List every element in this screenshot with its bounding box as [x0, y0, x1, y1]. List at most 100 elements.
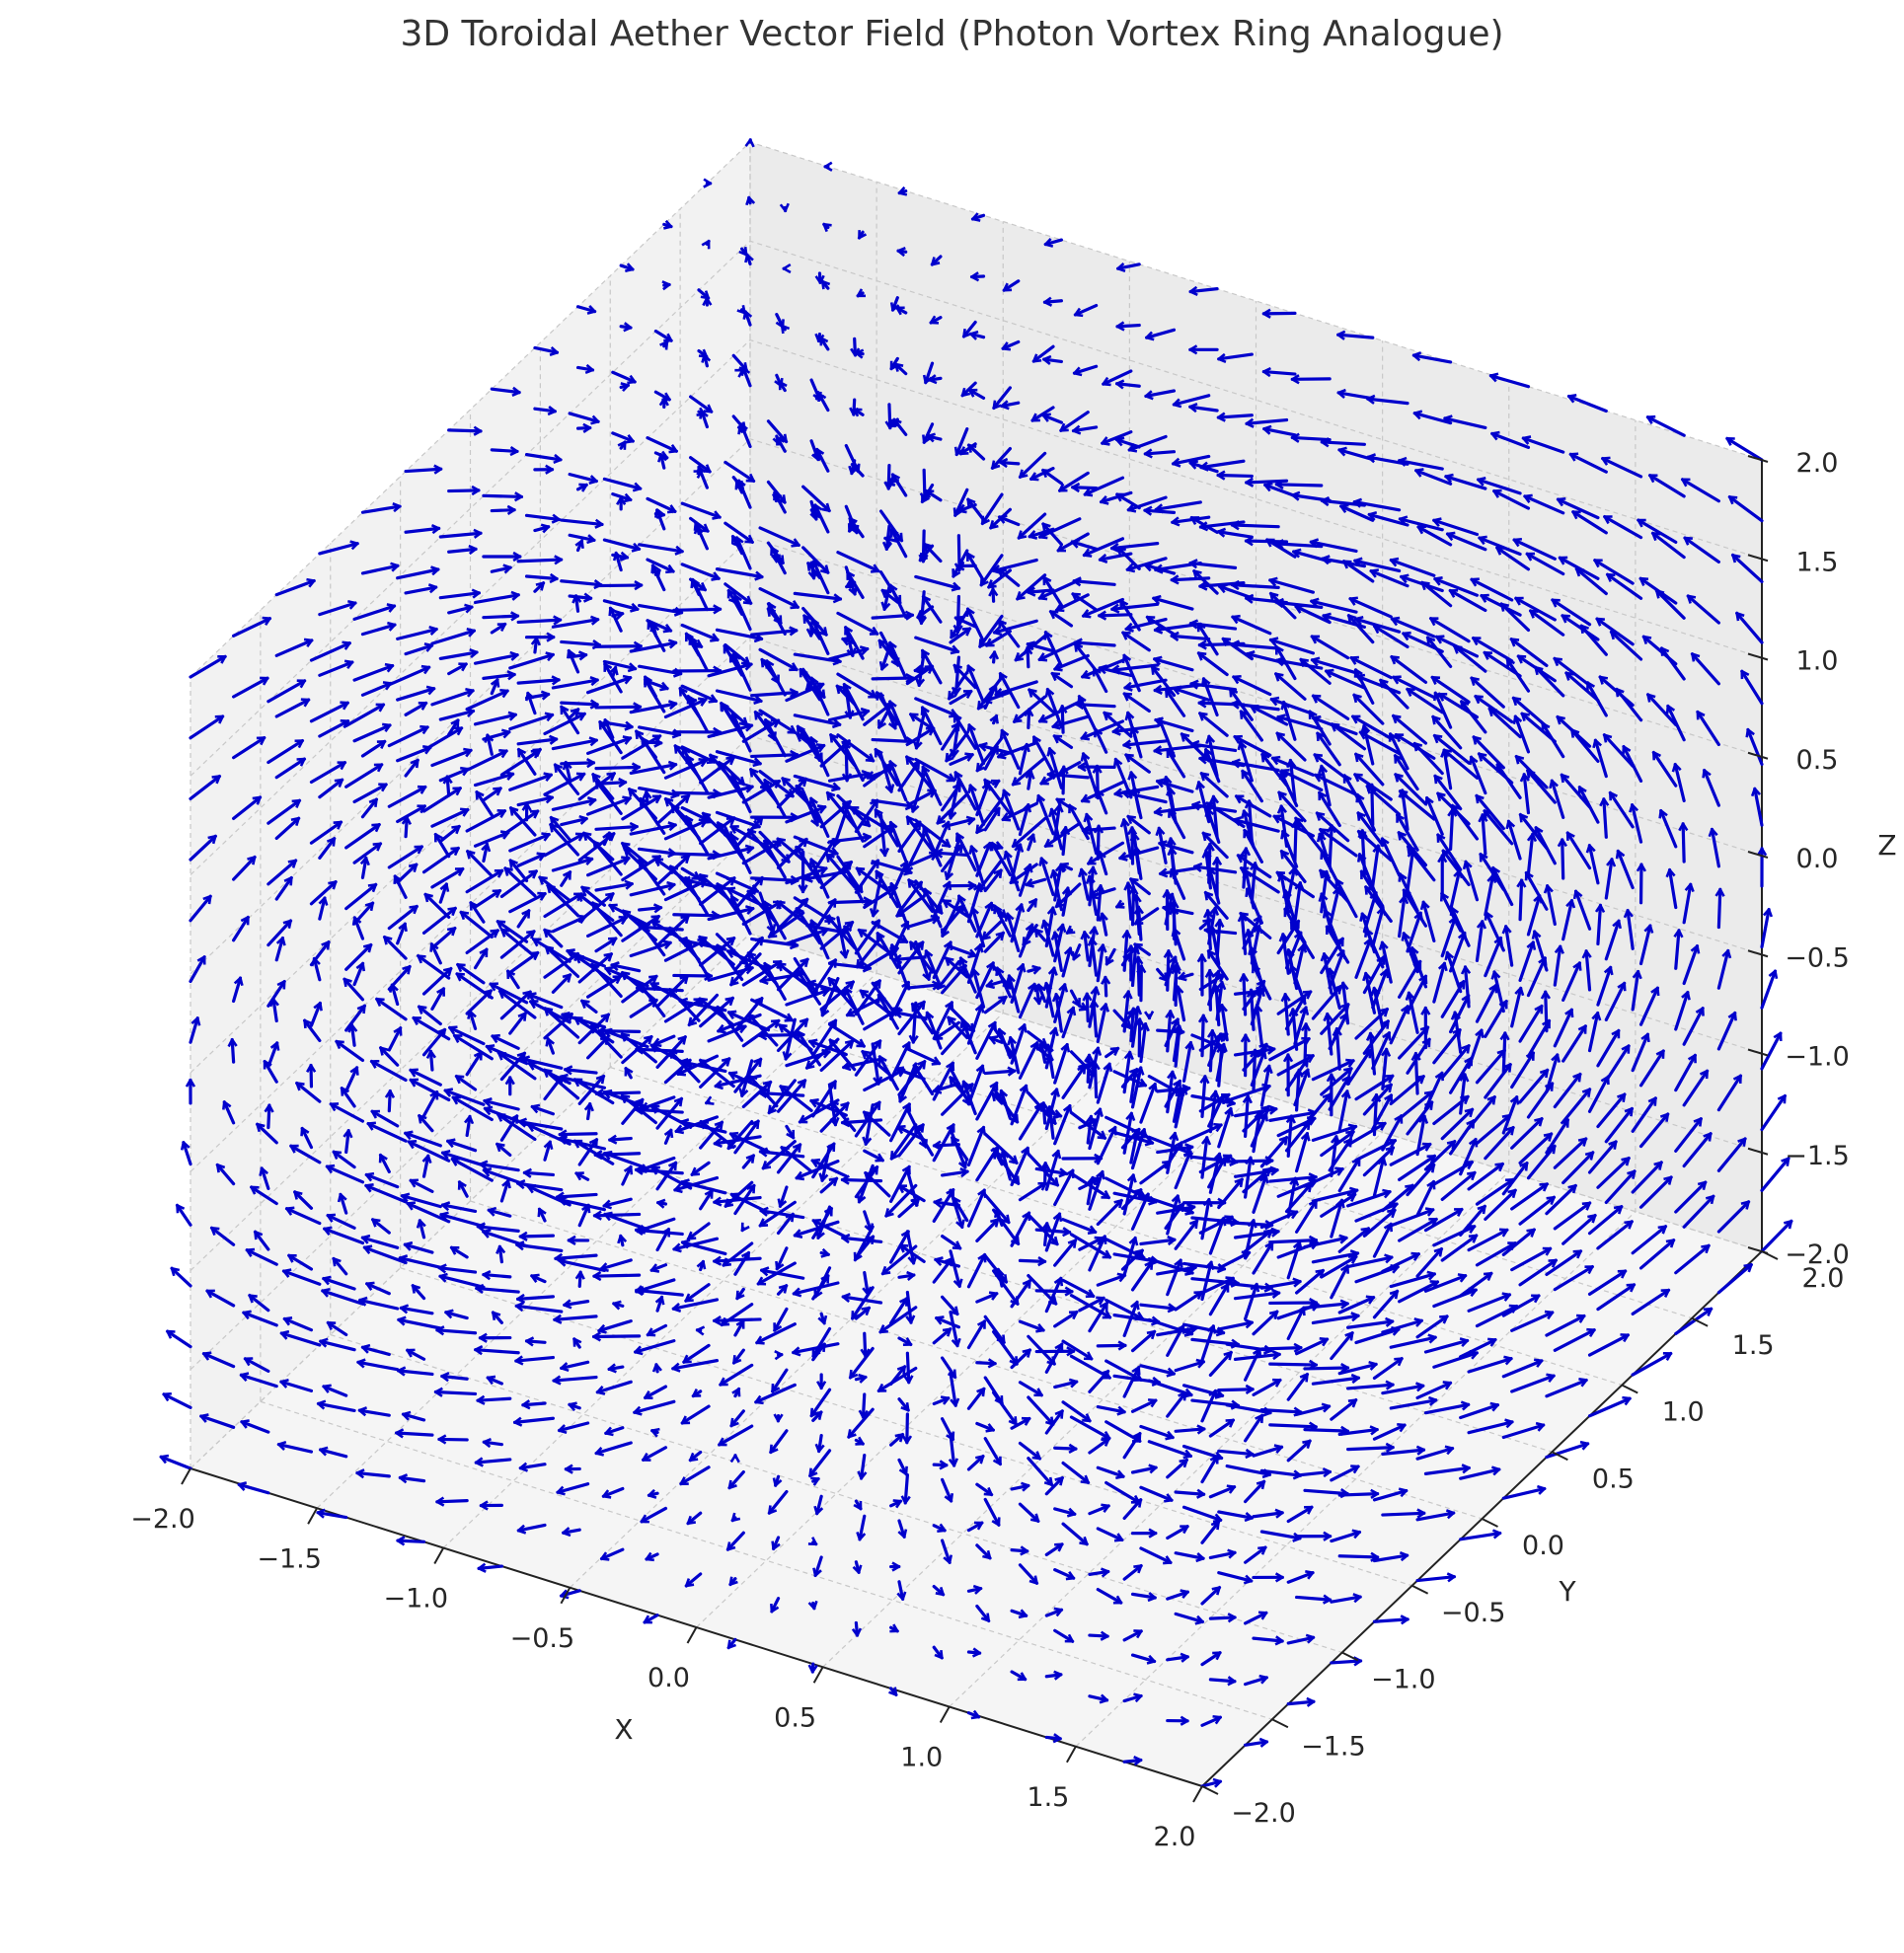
- field-arrow: [575, 363, 595, 374]
- field-arrow: [237, 1481, 270, 1495]
- x-tick-label: −1.0: [383, 1584, 448, 1615]
- field-arrow: [611, 610, 625, 621]
- field-arrow: [358, 1296, 400, 1311]
- field-arrow: [170, 1266, 192, 1288]
- field-arrow: [189, 714, 225, 740]
- field-arrow: [165, 1329, 192, 1349]
- field-arrow: [396, 626, 438, 640]
- field-arrow: [356, 1358, 400, 1372]
- field-arrow: [318, 600, 357, 617]
- y-tick-label: 1.0: [1662, 1397, 1705, 1428]
- field-arrow: [309, 1001, 323, 1027]
- x-tick-label: 0.0: [647, 1663, 690, 1693]
- field-arrow: [437, 1263, 478, 1274]
- field-arrow: [404, 524, 441, 535]
- z-tick-label: 0.0: [1796, 844, 1839, 874]
- field-arrow: [417, 1005, 442, 1026]
- field-arrow: [344, 1066, 359, 1093]
- field-arrow: [344, 763, 384, 789]
- field-arrow: [532, 938, 571, 963]
- field-arrow: [267, 738, 305, 765]
- field-arrow: [370, 1218, 391, 1235]
- field-arrow: [309, 701, 349, 723]
- x-tick: [686, 1626, 698, 1644]
- field-arrow: [318, 1446, 348, 1459]
- field-arrow: [490, 678, 500, 696]
- field-arrow: [232, 915, 250, 942]
- field-arrow: [343, 1129, 353, 1154]
- grid-line-z: [190, 438, 1763, 975]
- field-arrow: [352, 722, 392, 743]
- grid-line-z: [190, 240, 1763, 777]
- field-arrow: [738, 247, 748, 257]
- field-arrow: [779, 202, 790, 213]
- field-arrow: [423, 892, 451, 919]
- field-arrow: [425, 1049, 437, 1072]
- x-tick: [1066, 1746, 1077, 1764]
- field-arrow: [404, 758, 419, 778]
- field-arrow: [524, 632, 556, 642]
- x-tick: [433, 1547, 445, 1564]
- field-arrow: [185, 1078, 196, 1105]
- field-arrow: [533, 581, 546, 593]
- field-arrow: [318, 896, 329, 921]
- field-arrow: [661, 280, 671, 291]
- field-arrow: [352, 662, 395, 682]
- field-arrow: [438, 882, 450, 904]
- y-tick-label: 0.0: [1522, 1531, 1564, 1561]
- field-arrow: [274, 757, 307, 780]
- field-arrow: [293, 1190, 314, 1210]
- field-arrow: [274, 875, 293, 901]
- field-arrow: [364, 1182, 408, 1204]
- field-arrow: [533, 405, 557, 416]
- field-arrow: [440, 1201, 478, 1213]
- field-arrow: [482, 551, 522, 563]
- field-arrow: [568, 650, 588, 661]
- field-arrow: [438, 528, 483, 539]
- field-arrow: [404, 642, 434, 656]
- field-arrow: [430, 747, 473, 768]
- field-arrow: [189, 894, 212, 923]
- field-arrow: [574, 539, 584, 553]
- field-arrow: [267, 679, 307, 704]
- field-arrow: [659, 340, 669, 350]
- y-tick: [1761, 1250, 1779, 1260]
- field-arrow: [524, 690, 551, 701]
- field-arrow: [440, 1150, 486, 1167]
- field-arrow: [438, 1272, 486, 1289]
- x-tick-label: 1.5: [1027, 1782, 1069, 1813]
- field-arrow: [318, 659, 354, 677]
- field-arrow: [387, 845, 424, 869]
- field-arrow: [306, 1063, 317, 1089]
- field-arrow: [653, 390, 671, 402]
- field-arrow: [360, 621, 397, 637]
- field-arrow: [696, 407, 707, 416]
- field-arrow: [255, 1122, 278, 1145]
- field-arrow: [242, 1310, 278, 1327]
- field-arrow: [568, 592, 593, 603]
- field-arrow: [232, 976, 244, 1004]
- field-arrow: [379, 1046, 400, 1067]
- field-arrow: [495, 920, 529, 943]
- field-arrow: [490, 622, 507, 635]
- field-arrow: [344, 703, 386, 728]
- grid-line-y-floor: [470, 1200, 1483, 1520]
- field-arrow: [344, 882, 378, 911]
- y-tick-label: −2.0: [1231, 1798, 1296, 1829]
- field-arrow: [490, 445, 519, 457]
- field-arrow: [448, 1025, 486, 1046]
- field-arrow: [279, 1379, 314, 1392]
- field-arrow: [325, 1164, 365, 1184]
- field-arrow: [433, 1387, 478, 1397]
- field-arrow: [267, 859, 298, 886]
- field-arrow: [1760, 907, 1774, 949]
- field-arrow: [567, 648, 580, 674]
- field-arrow: [309, 939, 331, 967]
- field-arrow: [329, 1102, 365, 1123]
- field-arrow: [274, 577, 316, 597]
- y-tick: [1482, 1518, 1498, 1528]
- field-arrow: [175, 1203, 192, 1227]
- field-arrow: [295, 1081, 322, 1103]
- field-arrow: [533, 345, 560, 356]
